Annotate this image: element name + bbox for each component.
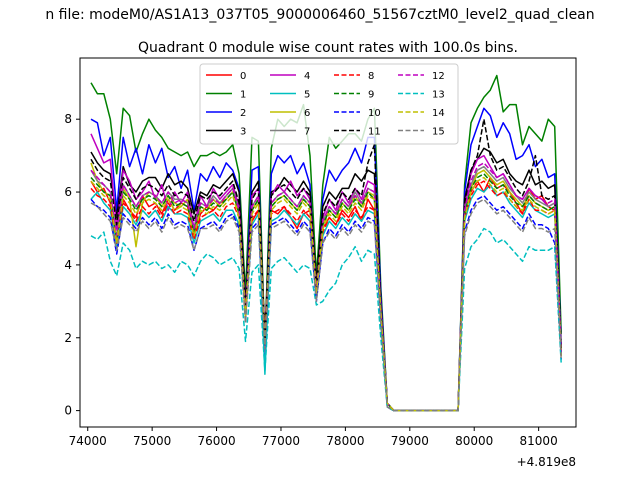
x-tick-label: 81000 <box>520 434 558 448</box>
legend-label-11: 11 <box>368 127 381 138</box>
plot-frame <box>79 57 577 428</box>
legend-label-10: 10 <box>368 108 381 119</box>
legend-label-0: 0 <box>240 71 246 82</box>
legend-label-5: 5 <box>304 90 310 101</box>
series-line-1 <box>90 74 562 412</box>
x-tick-label: 75000 <box>133 434 171 448</box>
legend-label-12: 12 <box>432 71 445 82</box>
series-line-8 <box>90 180 562 412</box>
legend-label-14: 14 <box>432 108 445 119</box>
series-line-13 <box>90 227 562 412</box>
legend-label-7: 7 <box>304 127 310 138</box>
y-tick-label: 8 <box>64 112 72 126</box>
legend-box <box>199 63 459 145</box>
legend-label-4: 4 <box>304 71 310 82</box>
x-tick-label: 76000 <box>197 434 235 448</box>
x-tick-label: 78000 <box>326 434 364 448</box>
x-offset-label: +4.819e8 <box>517 455 576 469</box>
legend-label-1: 1 <box>240 90 246 101</box>
y-tick-label: 4 <box>64 258 72 272</box>
legend-label-6: 6 <box>304 108 310 119</box>
series-line-5 <box>90 184 562 412</box>
legend-label-9: 9 <box>368 90 374 101</box>
series-layer <box>90 74 562 412</box>
y-axis: 0 2 4 6 8 <box>64 112 80 418</box>
x-tick-label: 80000 <box>455 434 493 448</box>
legend-label-2: 2 <box>240 108 246 119</box>
series-line-10 <box>90 194 562 412</box>
series-line-15 <box>90 198 562 412</box>
legend-label-15: 15 <box>432 127 445 138</box>
figure-suptitle: n file: modeM0/AS1A13_037T05_9000006460_… <box>45 7 594 23</box>
x-tick-label: 79000 <box>391 434 429 448</box>
series-line-14 <box>90 176 562 412</box>
series-line-9 <box>90 173 562 412</box>
x-tick-label: 77000 <box>262 434 300 448</box>
legend-label-13: 13 <box>432 90 445 101</box>
legend-label-3: 3 <box>240 127 246 138</box>
y-tick-label: 0 <box>64 404 72 418</box>
series-line-12 <box>90 162 562 412</box>
legend-label-8: 8 <box>368 71 374 82</box>
x-tick-label: 74000 <box>69 434 107 448</box>
series-line-11 <box>90 118 562 412</box>
y-tick-label: 6 <box>64 185 72 199</box>
chart-title: Quadrant 0 module wise count rates with … <box>138 40 518 56</box>
x-axis: 74000 75000 76000 77000 78000 79000 80000 81000 <box>69 427 558 448</box>
y-tick-label: 2 <box>64 331 72 345</box>
series-line-3 <box>90 147 562 412</box>
